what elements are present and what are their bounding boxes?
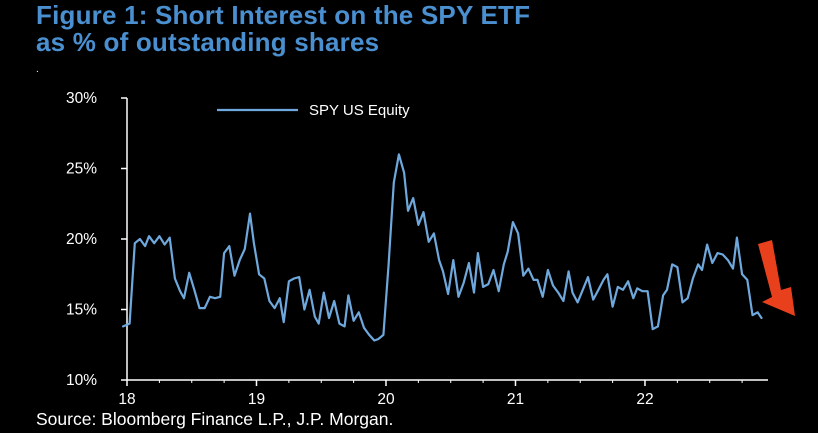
y-tick: 10% <box>66 372 127 389</box>
x-tick: 18 <box>118 380 136 408</box>
figure-title-line-2: as % of outstanding shares <box>36 27 380 57</box>
series-line-spy-us-equity <box>121 153 763 342</box>
red-arrow-shape <box>758 240 795 316</box>
series-layer <box>121 153 763 342</box>
x-tick: 20 <box>377 380 395 408</box>
y-tick: 25% <box>66 161 127 178</box>
x-axis-ticks: 18 19 20 21 22 <box>118 380 743 408</box>
figure-title-line-1: Figure 1: Short Interest on the SPY ETF <box>36 0 531 30</box>
legend: SPY US Equity <box>217 102 410 119</box>
x-tick: 22 <box>636 380 654 408</box>
y-tick-label: 30% <box>66 90 97 107</box>
chart-axes <box>126 98 768 381</box>
x-tick-label: 18 <box>118 391 135 408</box>
red-arrow-icon <box>758 240 795 316</box>
source-note: Source: Bloomberg Finance L.P., J.P. Mor… <box>36 409 394 429</box>
figure-title: Figure 1: Short Interest on the SPY ETF … <box>36 2 530 56</box>
x-tick: 19 <box>248 380 265 408</box>
y-tick-label: 25% <box>66 161 97 178</box>
y-tick: 30% <box>66 90 127 107</box>
y-tick: 20% <box>66 231 127 248</box>
y-tick: 15% <box>66 302 127 319</box>
x-tick-label: 19 <box>248 391 265 408</box>
x-tick: 21 <box>507 380 524 408</box>
y-tick-label: 20% <box>66 231 97 248</box>
title-dot: . <box>36 64 39 75</box>
x-tick-label: 22 <box>636 391 653 408</box>
legend-label: SPY US Equity <box>309 102 410 119</box>
x-tick-label: 20 <box>377 391 395 408</box>
y-axis-ticks: 10% 15% 20% 25% 30% <box>66 90 127 389</box>
y-tick-label: 15% <box>66 302 97 319</box>
x-tick-label: 21 <box>507 391 524 408</box>
y-tick-label: 10% <box>66 372 97 389</box>
